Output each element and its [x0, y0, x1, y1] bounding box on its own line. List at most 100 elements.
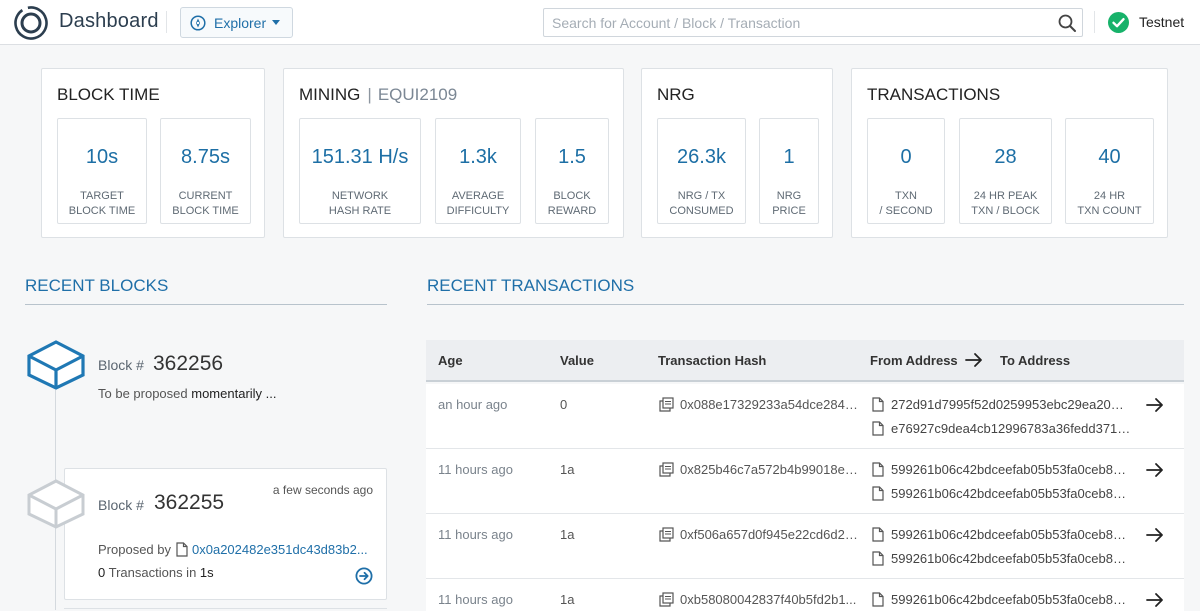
stat-peak-txn-per-block: 28 24 HR PEAK TXN / BLOCK	[959, 118, 1052, 224]
recent-blocks-title: RECENT BLOCKS	[25, 276, 169, 295]
stat-value: 40	[1098, 146, 1121, 168]
transactions-card: TRANSACTIONS 0 TXN / SECOND 28 24 HR PEA…	[851, 68, 1168, 238]
tx-age: 11 hours ago	[438, 462, 513, 477]
to-address[interactable]: 599261b06c42bdceefab05b53fa0ceb8a0...	[872, 551, 1134, 566]
column-header-value[interactable]: Value	[560, 353, 594, 368]
document-icon	[872, 527, 884, 542]
copy-icon[interactable]	[659, 527, 674, 542]
column-header-hash[interactable]: Transaction Hash	[658, 353, 767, 368]
table-row[interactable]: 11 hours ago 1a 0xf506a657d0f945e22cd6d2…	[426, 514, 1184, 579]
stat-value: 151.31 H/s	[311, 146, 409, 168]
block-age: a few seconds ago	[272, 483, 373, 497]
document-icon	[176, 542, 188, 557]
tx-hash[interactable]: 0xf506a657d0f945e22cd6d29...	[659, 527, 859, 542]
divider	[166, 11, 167, 33]
copy-icon[interactable]	[659, 397, 674, 412]
tx-hash-text: 0xf506a657d0f945e22cd6d29...	[680, 527, 859, 542]
from-address[interactable]: 599261b06c42bdceefab05b53fa0ceb8a0...	[872, 592, 1134, 607]
column-header-to[interactable]: To Address	[1000, 353, 1071, 368]
column-header-from[interactable]: From Address	[870, 353, 958, 368]
to-address-text: 599261b06c42bdceefab05b53fa0ceb8a0...	[891, 486, 1131, 501]
network-label[interactable]: Testnet	[1139, 14, 1185, 30]
tx-hash[interactable]: 0xb58080042837f40b5fd2b1...	[659, 592, 859, 607]
stat-nrg-price: 1 NRG PRICE	[759, 118, 819, 224]
stat-value: 28	[994, 146, 1017, 168]
latest-block-card[interactable]: a few seconds ago Block # 362255 Propose…	[64, 468, 387, 600]
block-cube-icon	[27, 479, 85, 529]
from-address-text: 599261b06c42bdceefab05b53fa0ceb8a0...	[891, 592, 1131, 607]
card-title: MINING | EQUI2109	[299, 85, 457, 105]
tx-hash[interactable]: 0x825b46c7a572b4b99018ef...	[659, 462, 859, 477]
to-address-text: e76927c9dea4cb12996783a36fedd3714...	[891, 421, 1131, 436]
to-address-text: 599261b06c42bdceefab05b53fa0ceb8a0...	[891, 551, 1131, 566]
tx-count: 0	[98, 565, 106, 580]
nrg-card: NRG 26.3k NRG / TX CONSUMED 1 NRG PRICE	[641, 68, 833, 238]
tx-hash-text: 0x825b46c7a572b4b99018ef...	[680, 462, 859, 477]
stat-network-hash-rate: 151.31 H/s NETWORK HASH RATE	[299, 118, 421, 224]
app-title: Dashboard	[59, 10, 159, 32]
search-input[interactable]	[552, 13, 1052, 33]
compass-icon	[190, 15, 206, 31]
search-icon[interactable]	[1057, 13, 1077, 33]
tx-hash-text: 0x088e17329233a54dce2841...	[680, 397, 859, 412]
pending-block-status: To be proposed momentarily ...	[98, 386, 277, 401]
copy-icon[interactable]	[659, 462, 674, 477]
to-address[interactable]: 599261b06c42bdceefab05b53fa0ceb8a0...	[872, 486, 1134, 501]
transactions-table: Age Value Transaction Hash From Address …	[426, 340, 1184, 611]
status-suffix: momentarily ...	[191, 386, 277, 401]
from-address[interactable]: 599261b06c42bdceefab05b53fa0ceb8a0...	[872, 527, 1134, 542]
block-tx-summary: 0 Transactions in 1s	[98, 565, 214, 580]
tx-label: Transactions in	[108, 565, 197, 580]
stat-label: 24 HR PEAK TXN / BLOCK	[971, 190, 1040, 217]
table-header: Age Value Transaction Hash From Address …	[426, 340, 1184, 382]
network-status-icon	[1108, 12, 1129, 33]
stat-block-reward: 1.5 BLOCK REWARD	[535, 118, 609, 224]
section-divider	[25, 304, 387, 305]
explorer-dropdown[interactable]: Explorer	[180, 7, 293, 38]
stat-value: 1	[783, 146, 795, 168]
arrow-right-icon[interactable]	[1146, 527, 1164, 543]
table-row[interactable]: 11 hours ago 1a 0x825b46c7a572b4b99018ef…	[426, 449, 1184, 514]
from-address[interactable]: 599261b06c42bdceefab05b53fa0ceb8a0...	[872, 462, 1134, 477]
stat-value: 1.3k	[459, 146, 497, 168]
stat-value: 0	[900, 146, 912, 168]
to-address[interactable]: e76927c9dea4cb12996783a36fedd3714...	[872, 421, 1134, 436]
tx-age: an hour ago	[438, 397, 508, 412]
stat-24hr-txn-count: 40 24 HR TXN COUNT	[1065, 118, 1154, 224]
document-icon	[872, 551, 884, 566]
arrow-right-icon[interactable]	[1146, 397, 1164, 413]
stat-current-block-time: 8.75s CURRENT BLOCK TIME	[160, 118, 251, 224]
from-address-text: 272d91d7995f52d0259953ebc29ea209d...	[891, 397, 1131, 412]
table-row[interactable]: 11 hours ago 1a 0xb58080042837f40b5fd2b1…	[426, 579, 1184, 611]
stat-label: AVERAGE DIFFICULTY	[446, 190, 510, 217]
table-row[interactable]: an hour ago 0 0x088e17329233a54dce2841..…	[426, 384, 1184, 449]
arrow-right-icon[interactable]	[1146, 462, 1164, 478]
stat-label: NRG / TX CONSUMED	[669, 190, 734, 217]
card-title: BLOCK TIME	[57, 85, 160, 104]
chevron-down-icon	[272, 20, 280, 25]
tx-hash[interactable]: 0x088e17329233a54dce2841...	[659, 397, 859, 412]
document-icon	[872, 462, 884, 477]
arrow-right-circle-icon[interactable]	[355, 567, 373, 585]
column-header-age[interactable]: Age	[438, 353, 463, 368]
copy-icon[interactable]	[659, 592, 674, 607]
document-icon	[872, 397, 884, 412]
arrow-right-icon[interactable]	[1146, 592, 1164, 608]
recent-transactions-title: RECENT TRANSACTIONS	[427, 276, 635, 295]
proposed-by-label: Proposed by	[98, 542, 171, 557]
pending-block-number[interactable]: 362256	[153, 352, 224, 375]
tx-value: 1a	[560, 527, 575, 542]
latest-block-number[interactable]: 362255	[154, 491, 225, 514]
pending-block-cube-icon	[27, 340, 85, 390]
tx-age: 11 hours ago	[438, 592, 513, 607]
search-box	[543, 8, 1083, 37]
from-address[interactable]: 272d91d7995f52d0259953ebc29ea209d...	[872, 397, 1134, 412]
proposer-address-link[interactable]: 0x0a202482e351dc43d83b2...	[192, 542, 368, 557]
stat-label: 24 HR TXN COUNT	[1077, 190, 1142, 217]
stat-value: 1.5	[558, 146, 586, 168]
tx-value: 1a	[560, 462, 575, 477]
stat-value: 8.75s	[181, 146, 230, 168]
stat-value: 26.3k	[677, 146, 726, 168]
app-logo-icon[interactable]	[13, 5, 49, 41]
card-title: NRG	[657, 85, 695, 104]
